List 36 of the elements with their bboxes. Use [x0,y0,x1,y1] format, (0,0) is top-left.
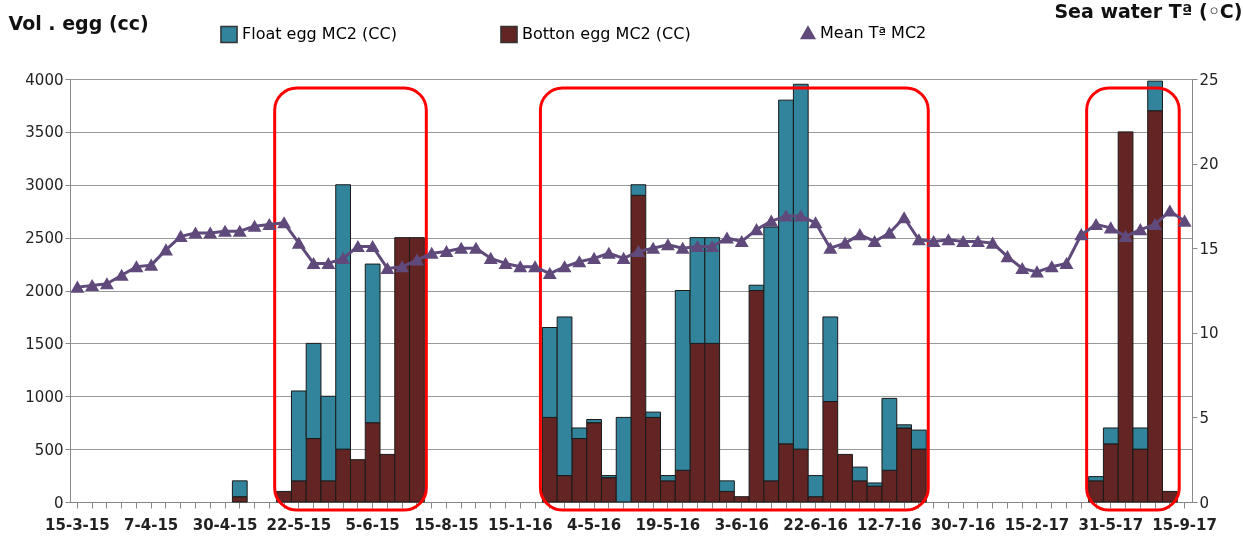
y2-tick-label: 10 [1199,324,1219,343]
x-tick-label: 12-7-16 [857,515,922,534]
x-tick-label: 7-4-15 [124,515,179,534]
y-tick-label: 2500 [25,229,64,248]
x-tick-label: 30-4-15 [192,515,258,534]
y2-tick-label: 20 [1199,155,1219,174]
x-tick-label: 3-6-16 [714,515,769,534]
x-tick-label: 15-3-15 [45,515,110,534]
y-tick-label: 1500 [25,334,64,353]
y2-tick-label: 25 [1199,70,1219,89]
x-tick-label: 15-8-15 [414,515,479,534]
legend-label: Float egg MC2 (CC) [242,24,397,44]
y-tick-label: 3000 [25,176,64,195]
y2-tick-label: 5 [1199,408,1210,427]
x-tick-label: 31-5-17 [1078,515,1144,534]
x-tick-label: 30-7-16 [930,515,996,534]
x-tick-label: 19-5-16 [635,515,701,534]
y-tick-label: 1000 [25,387,64,406]
y-tick-label: 2000 [25,282,64,300]
y2-axis-title: Sea water Tª (◦C) [1054,0,1243,22]
x-tick-label: 22-5-15 [266,515,332,534]
x-tick-label: 15-2-17 [1004,515,1070,534]
y-tick-label: 3500 [25,123,64,142]
y-tick-label: 0 [53,493,64,512]
y-axis-title: Vol . egg (cc) [8,11,149,34]
x-tick-label: 22-6-16 [783,515,848,534]
x-tick-label: 5-6-15 [345,515,400,534]
y-tick-label: 4000 [25,70,64,89]
y2-tick-label: 15 [1199,239,1219,258]
y2-tick-label: 0 [1199,493,1210,512]
legend-label: Botton egg MC2 (CC) [522,24,691,44]
legend-label: Mean Tª MC2 [820,23,927,42]
y-tick-label: 500 [34,440,64,459]
x-tick-label: 15-9-17 [1152,515,1217,534]
x-tick-label: 15-1-16 [487,515,553,534]
x-tick-label: 4-5-16 [566,515,622,534]
